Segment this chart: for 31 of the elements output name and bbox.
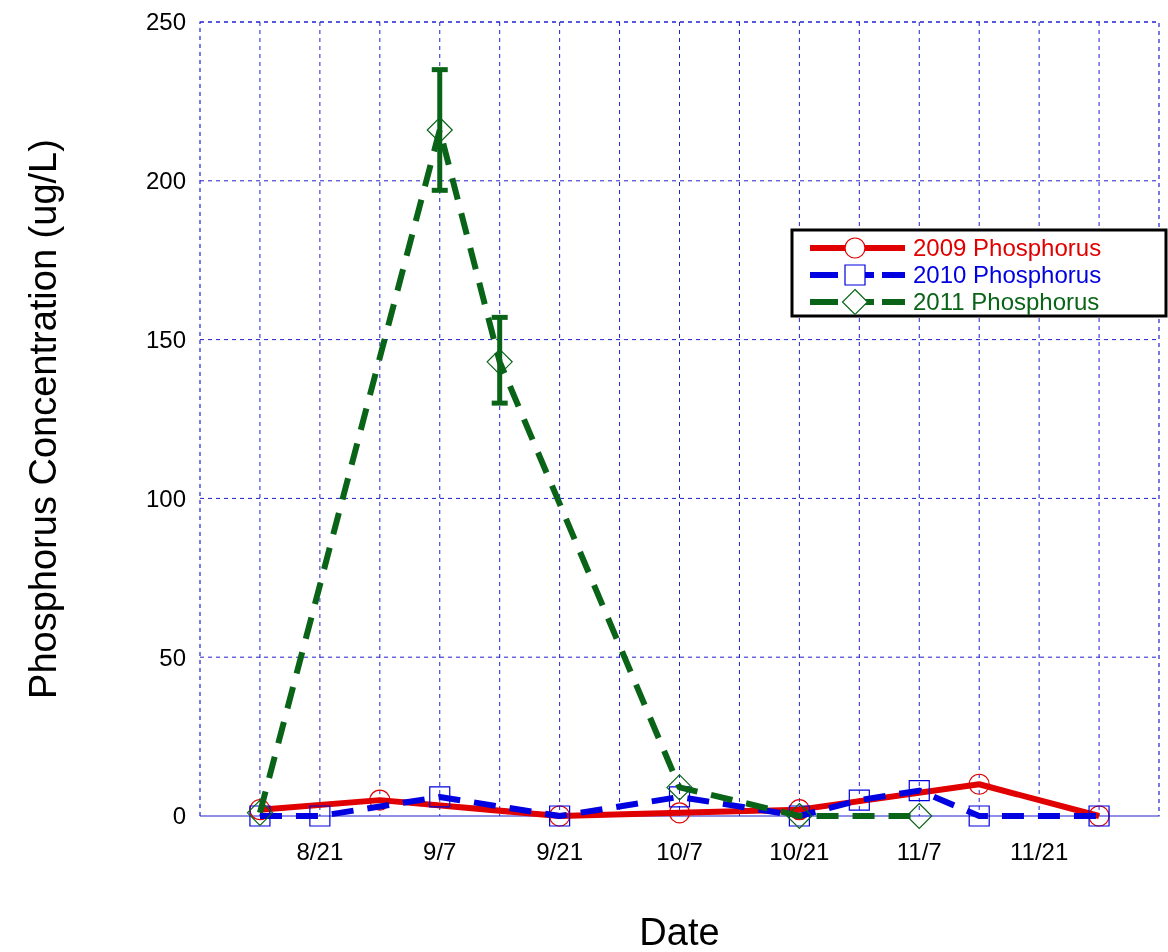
point bbox=[968, 773, 990, 795]
y-tick-label: 250 bbox=[145, 8, 186, 36]
point bbox=[309, 805, 331, 827]
y-tick-label: 100 bbox=[145, 484, 186, 512]
point bbox=[908, 779, 930, 802]
x-tick-label: 10/21 bbox=[769, 838, 830, 865]
legend-label: 2010 Phosphorus bbox=[913, 261, 1102, 289]
point bbox=[968, 805, 990, 827]
x-tick-label: 9/7 bbox=[423, 838, 457, 865]
x-tick-label: 10/7 bbox=[656, 838, 703, 865]
point bbox=[666, 774, 693, 801]
point bbox=[246, 799, 274, 826]
y-tick-label: 200 bbox=[145, 167, 186, 195]
x-tick-label: 8/21 bbox=[296, 838, 344, 865]
point bbox=[426, 116, 453, 144]
legend-label: 2009 Phosphorus bbox=[913, 234, 1102, 262]
point bbox=[486, 348, 513, 375]
x-tick-label: 11/21 bbox=[1009, 838, 1069, 865]
y-tick-label: 50 bbox=[159, 643, 186, 671]
legend-label: 2011 Phosphorus bbox=[913, 288, 1100, 316]
y-tick-label: 150 bbox=[145, 326, 186, 353]
point bbox=[369, 789, 391, 811]
x-tick-label: 11/7 bbox=[896, 838, 942, 865]
y-axis-title: Phosphorus Concentration (ug/L) bbox=[22, 139, 64, 699]
y-tick-label: 0 bbox=[172, 802, 186, 830]
x-axis-title: Date bbox=[639, 911, 720, 952]
x-tick-label: 9/21 bbox=[536, 838, 583, 865]
point bbox=[848, 789, 870, 811]
point bbox=[906, 802, 933, 830]
point bbox=[668, 802, 691, 824]
point bbox=[429, 786, 451, 808]
